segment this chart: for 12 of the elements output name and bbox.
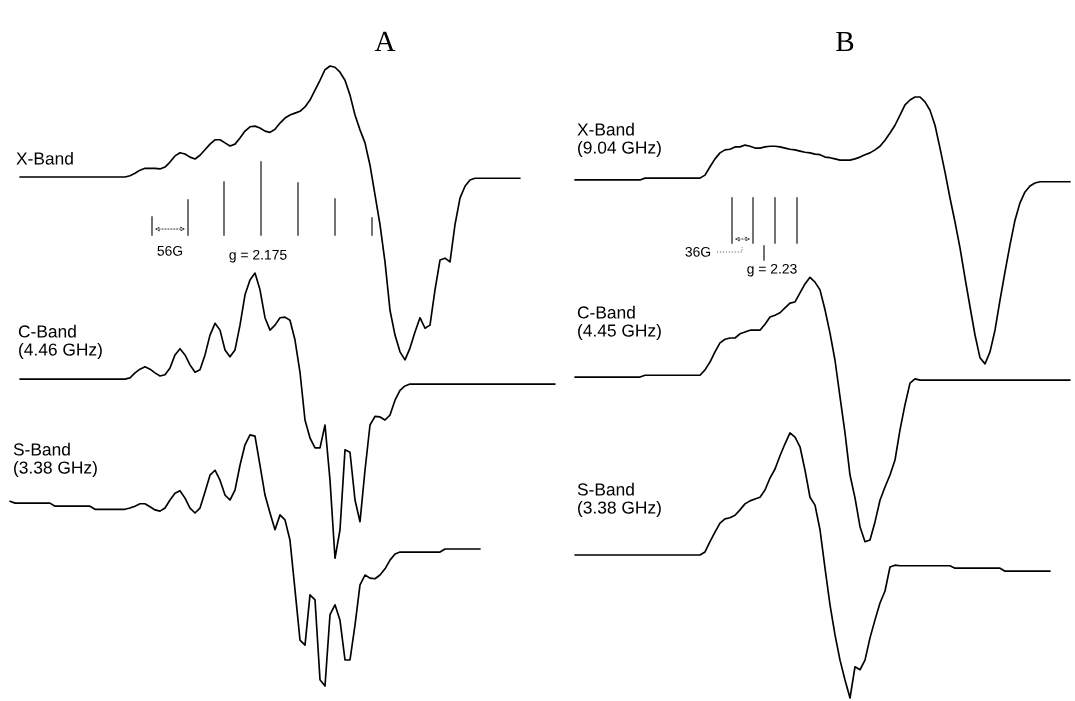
annotation: g = 2.23 xyxy=(747,263,797,277)
series-label: X-Band xyxy=(16,151,73,165)
series-label: C-Band (4.46 GHz) xyxy=(18,324,102,360)
text: S-Band (3.38 GHz) xyxy=(577,482,661,518)
annotation: g = 2.175 xyxy=(229,249,287,263)
annotation: 36G xyxy=(685,246,711,257)
annotation: 56G xyxy=(157,245,183,256)
series-label: X-Band (9.04 GHz) xyxy=(577,122,661,158)
chart-title: A xyxy=(374,31,396,52)
series-label: S-Band (3.38 GHz) xyxy=(13,442,97,478)
text: C-Band (4.45 GHz) xyxy=(577,305,661,341)
chart-title: B xyxy=(836,31,854,52)
